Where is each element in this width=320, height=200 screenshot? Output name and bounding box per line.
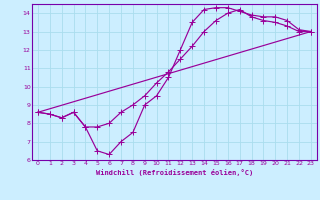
X-axis label: Windchill (Refroidissement éolien,°C): Windchill (Refroidissement éolien,°C) bbox=[96, 169, 253, 176]
